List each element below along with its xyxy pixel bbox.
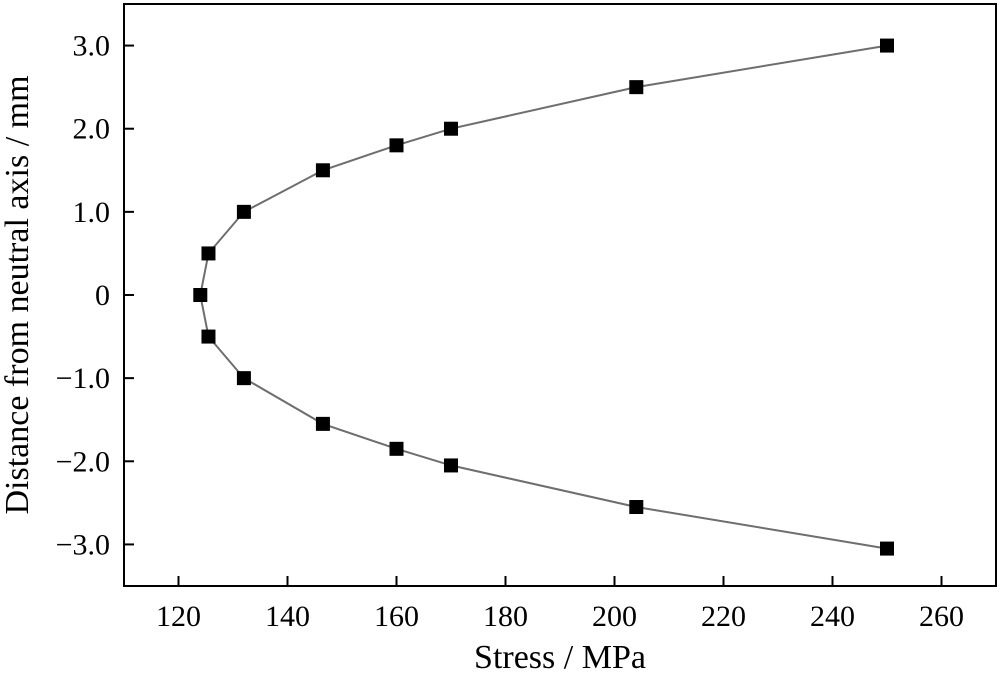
x-axis-title: Stress / MPa — [474, 639, 646, 674]
x-tick-label: 160 — [374, 600, 419, 633]
x-tick-label: 240 — [810, 600, 855, 633]
x-tick-label: 220 — [701, 600, 746, 633]
series-markers — [193, 38, 894, 556]
y-tick-label: −2.0 — [56, 445, 110, 478]
data-point-marker — [880, 541, 894, 556]
y-tick-label: 0 — [95, 279, 110, 312]
x-tick-label: 140 — [265, 600, 310, 633]
x-tick-label: 180 — [483, 600, 528, 633]
x-tick-label: 200 — [592, 600, 637, 633]
data-point-marker — [201, 329, 216, 344]
y-tick-label: 1.0 — [73, 196, 111, 229]
plot-frame — [123, 3, 997, 587]
data-point-marker — [315, 416, 330, 431]
series-line — [199, 44, 888, 550]
data-point-marker — [236, 204, 251, 219]
y-tick-label: 2.0 — [73, 113, 111, 146]
data-point-marker — [193, 288, 208, 302]
data-point-marker — [201, 246, 216, 261]
data-point-marker — [389, 138, 404, 153]
data-point-marker — [315, 163, 330, 178]
data-point-marker — [629, 80, 644, 95]
data-point-marker — [389, 441, 404, 456]
data-point-marker — [880, 38, 894, 53]
y-axis-title: Distance from neutral axis / mm — [0, 75, 36, 514]
data-point-marker — [629, 500, 644, 515]
y-tick-label: 3.0 — [73, 30, 111, 63]
y-tick-label: −3.0 — [56, 528, 110, 561]
x-axis: 120 140 160 180 200 220 240 260 — [156, 576, 964, 633]
data-point-marker — [444, 458, 458, 473]
y-tick-label: −1.0 — [56, 362, 110, 395]
x-tick-label: 120 — [156, 600, 201, 633]
series-lines — [199, 44, 888, 550]
data-point-marker — [236, 371, 251, 386]
y-axis: 3.0 2.0 1.0 0 −1.0 −2.0 −3.0 — [56, 30, 134, 561]
data-point-marker — [444, 121, 458, 136]
x-tick-label: 260 — [919, 600, 964, 633]
